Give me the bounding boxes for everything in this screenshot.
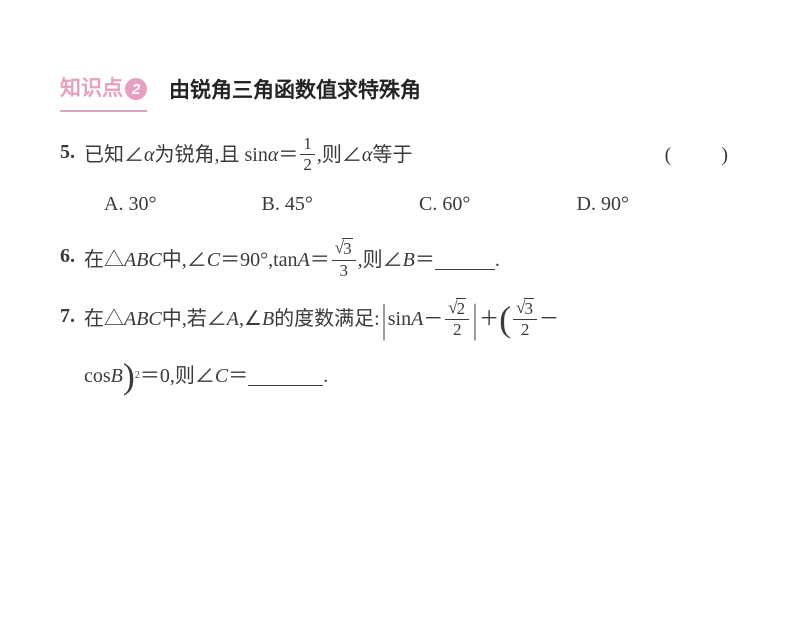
equals: ＝ — [228, 358, 248, 394]
text-part: ＝0,则∠ — [140, 358, 215, 394]
angle-b: B — [262, 301, 274, 337]
numerator: √3 — [513, 298, 537, 320]
knowledge-number-circle: 2 — [125, 78, 147, 100]
equals: ＝ — [415, 242, 435, 278]
denominator: 3 — [336, 261, 351, 281]
sqrt-content: 3 — [524, 298, 535, 319]
text-part: 已知∠ — [84, 137, 144, 173]
fraction: √22 — [445, 298, 469, 341]
label-text: 知识点 — [60, 77, 123, 100]
abs-bar-right: | — [473, 301, 477, 337]
cos: cos — [84, 358, 111, 394]
paren-close: ) — [721, 144, 734, 166]
option-c: C. 60° — [419, 186, 577, 222]
angle-c: C — [207, 242, 220, 278]
minus: － — [539, 301, 559, 337]
fraction: 12 — [300, 134, 315, 176]
sqrt: √2 — [448, 298, 466, 319]
option-d: D. 90° — [577, 186, 735, 222]
minus: － — [423, 301, 443, 337]
section-header: 知识点2 由锐角三角函数值求特殊角 — [60, 70, 734, 112]
fraction: √33 — [332, 238, 356, 281]
sqrt-content: 2 — [456, 298, 467, 319]
question-number: 5. — [60, 134, 75, 170]
knowledge-label: 知识点2 — [60, 70, 147, 112]
angle-b: B — [403, 242, 415, 278]
period: . — [323, 358, 328, 394]
text-part: ,则∠ — [358, 242, 403, 278]
angle-c: C — [215, 358, 228, 394]
paren-open: ( — [665, 144, 678, 166]
angle-a: A — [411, 301, 423, 337]
answer-blank — [435, 250, 495, 270]
option-b: B. 45° — [262, 186, 420, 222]
abs-bar-left: | — [382, 301, 386, 337]
text-part: 的度数满足: — [274, 301, 380, 337]
denominator: 2 — [300, 155, 315, 175]
text-part: 为锐角,且 sin — [155, 137, 268, 173]
sqrt-content: 3 — [342, 238, 353, 259]
paren-close: ) — [123, 362, 135, 391]
period: . — [495, 242, 500, 278]
answer-blank — [248, 366, 323, 386]
question-5: 5. 已知∠α 为锐角,且 sin α＝12,则∠α 等于 ( ) A. 30°… — [60, 134, 734, 222]
question-number: 7. — [60, 298, 75, 334]
angle-a: A — [298, 242, 310, 278]
plus: ＋ — [479, 301, 499, 337]
question-7: 7. 在△ABC 中,若∠A,∠B 的度数满足:|sin A－√22|＋(√32… — [60, 298, 734, 395]
numerator: √3 — [332, 238, 356, 260]
equals: ＝ — [310, 242, 330, 278]
triangle-abc: ABC — [124, 301, 162, 337]
answer-paren: ( ) — [665, 137, 734, 173]
text-part: ＝90°,tan — [220, 242, 297, 278]
paren-open: ( — [499, 305, 511, 334]
triangle-abc: ABC — [124, 242, 162, 278]
angle-a: A — [227, 301, 239, 337]
sqrt: √3 — [335, 238, 353, 259]
alpha: α — [144, 137, 155, 173]
text-part: 中,若∠ — [162, 301, 227, 337]
alpha: α — [362, 137, 373, 173]
sqrt: √3 — [516, 298, 534, 319]
denominator: 2 — [518, 320, 533, 340]
text-part: ,则∠ — [317, 137, 362, 173]
question-line-2: cos B)2＝0,则∠C＝. — [84, 358, 734, 394]
question-text: 已知∠α 为锐角,且 sin α＝12,则∠α 等于 — [84, 134, 412, 176]
angle-b: B — [111, 358, 123, 394]
option-a: A. 30° — [104, 186, 262, 222]
question-number: 6. — [60, 238, 75, 274]
text-part: 在△ — [84, 242, 124, 278]
sin: sin — [388, 301, 411, 337]
numerator: √2 — [445, 298, 469, 320]
question-line-1: 在△ABC 中,若∠A,∠B 的度数满足:|sin A－√22|＋(√32－ — [84, 298, 734, 341]
question-line: 已知∠α 为锐角,且 sin α＝12,则∠α 等于 ( ) — [84, 134, 734, 176]
question-line: 在△ABC 中,∠C＝90°,tan A＝√33,则∠B＝. — [84, 238, 734, 282]
numerator: 1 — [300, 134, 315, 155]
equals: ＝ — [278, 137, 298, 173]
section-title: 由锐角三角函数值求特殊角 — [169, 72, 421, 110]
text-part: 在△ — [84, 301, 124, 337]
text-part: 等于 — [372, 137, 412, 173]
fraction: √32 — [513, 298, 537, 341]
options-row: A. 30° B. 45° C. 60° D. 90° — [84, 186, 734, 222]
text-part: 中,∠ — [162, 242, 207, 278]
denominator: 2 — [450, 320, 465, 340]
question-6: 6. 在△ABC 中,∠C＝90°,tan A＝√33,则∠B＝. — [60, 238, 734, 282]
alpha: α — [268, 137, 279, 173]
comma: ,∠ — [239, 301, 262, 337]
